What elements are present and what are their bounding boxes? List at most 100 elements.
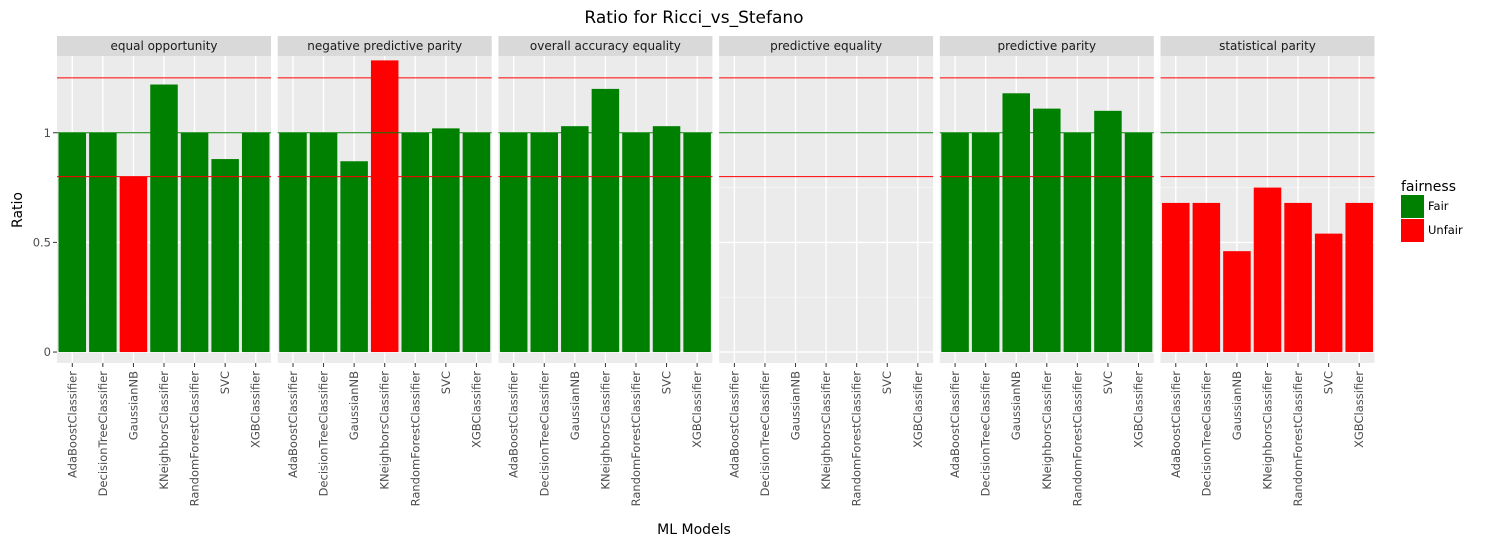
x-tick-label: DecisionTreeClassifier bbox=[96, 371, 110, 497]
x-tick-label: GaussianNB bbox=[1009, 371, 1023, 440]
bar-GaussianNB bbox=[1223, 251, 1251, 353]
legend: fairness Fair Unfair bbox=[1401, 179, 1463, 242]
x-tick-label: RandomForestClassifier bbox=[1291, 371, 1305, 507]
x-tick-label: AdaBoostClassifier bbox=[727, 371, 741, 478]
facet-strip-label: predictive parity bbox=[997, 39, 1096, 53]
facet-strip bbox=[939, 36, 1154, 56]
x-tick-label: AdaBoostClassifier bbox=[65, 371, 79, 478]
facet-strip bbox=[277, 36, 492, 56]
x-tick-label: XGBClassifier bbox=[469, 371, 483, 448]
legend-title: fairness bbox=[1401, 179, 1456, 195]
bar-SVC bbox=[1314, 233, 1343, 353]
x-tick-label: AdaBoostClassifier bbox=[507, 371, 521, 478]
chart-title: Ratio for Ricci_vs_Stefano bbox=[584, 8, 803, 28]
x-tick-label: XGBClassifier bbox=[249, 371, 263, 448]
facet-strip-label: predictive equality bbox=[770, 39, 882, 53]
facet-strip-label: overall accuracy equality bbox=[530, 39, 681, 53]
facet-panel: overall accuracy equality AdaBoostClassif… bbox=[498, 36, 713, 507]
facet-panel: predictive parity AdaBoostClassifier Decis… bbox=[939, 36, 1154, 507]
x-tick-label: SVC bbox=[1322, 371, 1336, 394]
x-tick-label: AdaBoostClassifier bbox=[948, 371, 962, 478]
bar-DecisionTreeClassifier bbox=[89, 132, 117, 353]
facet-panel: predictive equality AdaBoostClassifier Dec… bbox=[719, 36, 934, 506]
y-axis: 00.51 bbox=[33, 126, 57, 359]
facet-panels: equal opportunity AdaBoostClassifier Decis… bbox=[57, 36, 1375, 506]
x-tick-label: DecisionTreeClassifier bbox=[979, 371, 993, 497]
x-tick-label: XGBClassifier bbox=[911, 371, 925, 448]
bar-SVC bbox=[1094, 110, 1122, 353]
bar-XGBClassifier bbox=[241, 132, 270, 353]
x-tick-label: RandomForestClassifier bbox=[629, 371, 643, 507]
bar-RandomForestClassifier bbox=[401, 132, 430, 353]
x-tick-label: GaussianNB bbox=[126, 371, 140, 440]
bar-RandomForestClassifier bbox=[180, 132, 209, 353]
x-tick-label: SVC bbox=[880, 371, 894, 394]
x-tick-label: DecisionTreeClassifier bbox=[537, 371, 551, 497]
x-tick-label: GaussianNB bbox=[789, 371, 803, 440]
legend-swatch-fair bbox=[1401, 195, 1424, 218]
x-tick-label: DecisionTreeClassifier bbox=[317, 371, 331, 497]
x-tick-label: XGBClassifier bbox=[690, 371, 704, 448]
x-tick-label: SVC bbox=[660, 371, 674, 394]
bar-XGBClassifier bbox=[1124, 132, 1153, 353]
bar-KNeighborsClassifier bbox=[1253, 187, 1282, 353]
x-tick-label: XGBClassifier bbox=[1352, 371, 1366, 448]
x-tick-label: SVC bbox=[1101, 371, 1115, 394]
y-tick-label: 1 bbox=[44, 126, 51, 140]
x-tick-label: DecisionTreeClassifier bbox=[1199, 371, 1213, 497]
bar-DecisionTreeClassifier bbox=[1192, 202, 1221, 353]
legend-label-unfair: Unfair bbox=[1428, 223, 1463, 237]
bar-GaussianNB bbox=[340, 161, 368, 353]
bar-AdaBoostClassifier bbox=[279, 132, 307, 353]
y-tick-label: 0.5 bbox=[33, 235, 51, 249]
x-tick-label: DecisionTreeClassifier bbox=[758, 371, 772, 497]
bar-XGBClassifier bbox=[1345, 202, 1373, 353]
bar-XGBClassifier bbox=[462, 132, 491, 353]
x-tick-label: SVC bbox=[218, 371, 232, 394]
y-tick-label: 0 bbox=[44, 345, 51, 359]
x-tick-label: AdaBoostClassifier bbox=[1169, 371, 1183, 478]
bar-KNeighborsClassifier bbox=[591, 88, 620, 353]
x-tick-label: RandomForestClassifier bbox=[1070, 371, 1084, 507]
x-tick-label: GaussianNB bbox=[1230, 371, 1244, 440]
x-tick-label: KNeighborsClassifier bbox=[819, 371, 833, 490]
facet-strip bbox=[498, 36, 713, 56]
bar-SVC bbox=[652, 126, 681, 353]
facet-panel: negative predictive parity AdaBoostClassi… bbox=[277, 36, 492, 507]
x-tick-label: XGBClassifier bbox=[1132, 371, 1146, 448]
x-tick-label: RandomForestClassifier bbox=[188, 371, 202, 507]
bar-GaussianNB bbox=[1002, 93, 1030, 353]
x-axis-title: ML Models bbox=[657, 522, 731, 538]
bar-DecisionTreeClassifier bbox=[530, 132, 559, 353]
facet-strip bbox=[57, 36, 271, 56]
bar-SVC bbox=[432, 128, 460, 353]
bar-KNeighborsClassifier bbox=[150, 84, 178, 353]
bar-RandomForestClassifier bbox=[1284, 202, 1312, 353]
bar-KNeighborsClassifier bbox=[1033, 108, 1061, 353]
bar-RandomForestClassifier bbox=[622, 132, 650, 353]
facet-strip-label: equal opportunity bbox=[110, 39, 217, 53]
bar-RandomForestClassifier bbox=[1063, 132, 1092, 353]
facet-strip bbox=[1160, 36, 1375, 56]
bar-KNeighborsClassifier bbox=[370, 60, 399, 353]
x-tick-label: GaussianNB bbox=[347, 371, 361, 440]
y-axis-title: Ratio bbox=[10, 192, 26, 228]
x-tick-label: KNeighborsClassifier bbox=[378, 371, 392, 490]
bar-AdaBoostClassifier bbox=[499, 132, 528, 353]
x-tick-label: RandomForestClassifier bbox=[408, 371, 422, 507]
x-tick-label: GaussianNB bbox=[568, 371, 582, 440]
x-tick-label: KNeighborsClassifier bbox=[598, 371, 612, 490]
bar-XGBClassifier bbox=[683, 132, 711, 353]
bar-DecisionTreeClassifier bbox=[309, 132, 338, 353]
x-tick-label: SVC bbox=[439, 371, 453, 394]
x-tick-label: KNeighborsClassifier bbox=[157, 371, 171, 490]
facet-strip bbox=[719, 36, 934, 56]
bar-AdaBoostClassifier bbox=[941, 132, 969, 353]
x-tick-label: AdaBoostClassifier bbox=[286, 371, 300, 478]
bar-AdaBoostClassifier bbox=[1162, 202, 1190, 353]
bar-GaussianNB bbox=[119, 176, 148, 353]
bar-SVC bbox=[211, 159, 239, 353]
facet-panel: equal opportunity AdaBoostClassifier Decis… bbox=[57, 36, 271, 506]
bar-DecisionTreeClassifier bbox=[971, 132, 1000, 353]
